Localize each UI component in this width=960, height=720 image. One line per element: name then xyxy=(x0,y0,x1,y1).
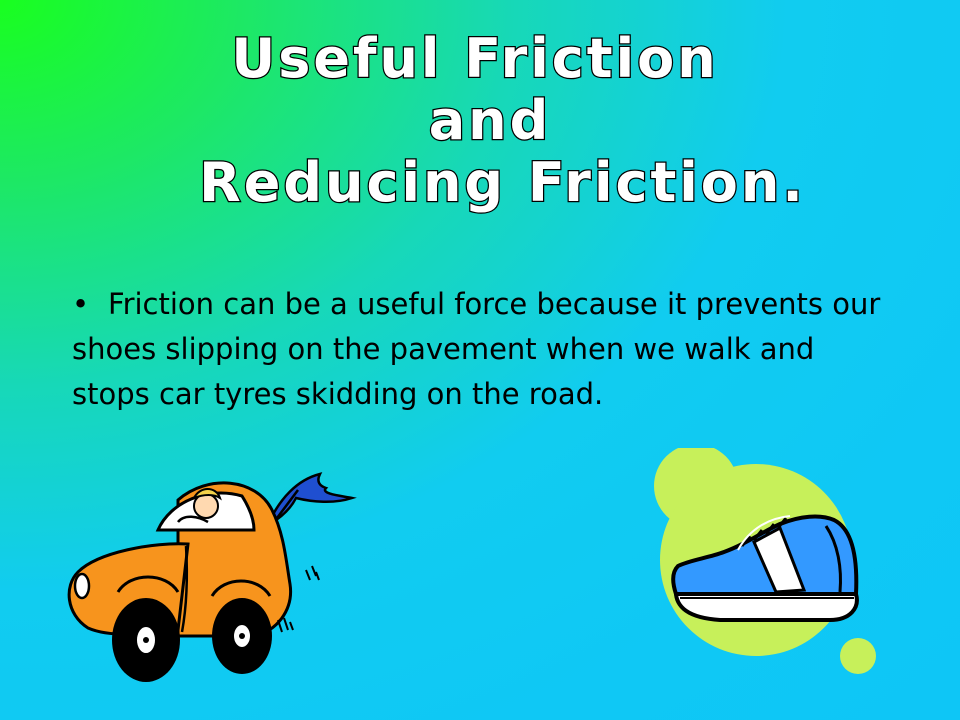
bullet-point: • Friction can be a useful force because … xyxy=(72,282,882,417)
title-line-1: Useful Friction xyxy=(230,26,719,91)
bullet-marker: • xyxy=(72,287,90,321)
bullet-point-text: Friction can be a useful force because i… xyxy=(72,287,881,411)
title-line-3: Reducing Friction. xyxy=(198,150,806,215)
slide-title: Useful Friction and Reducing Friction. xyxy=(130,26,850,215)
running-shoe-image xyxy=(654,448,876,674)
title-line-2: and xyxy=(427,88,552,153)
car-clipart-image xyxy=(67,472,357,682)
